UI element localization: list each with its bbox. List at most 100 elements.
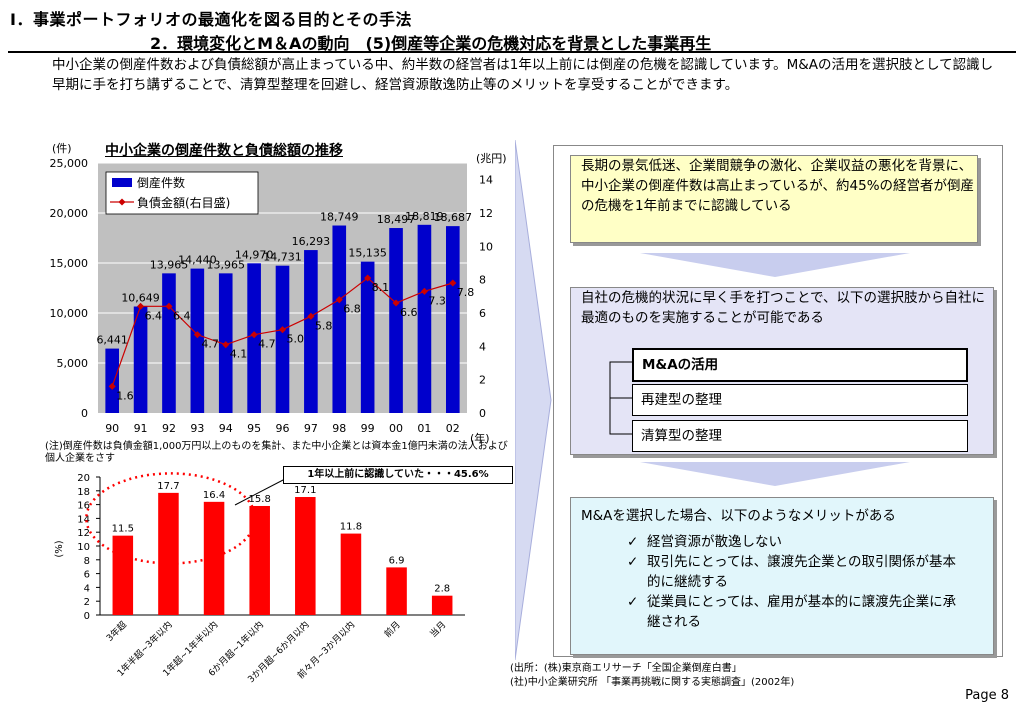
- y-right-tick: 12: [479, 207, 493, 220]
- line-label: 5.8: [315, 319, 333, 332]
- line-point: [307, 312, 315, 320]
- bar: [389, 228, 403, 413]
- awareness-callout: 1年以上前に認識していた・・・45.6%: [283, 466, 513, 484]
- bar: [275, 265, 290, 413]
- x-tick-label: 91: [134, 422, 148, 435]
- bar-label: 18,749: [320, 211, 359, 224]
- y-tick: 10: [77, 542, 90, 553]
- y-right-tick: 8: [479, 274, 486, 287]
- flow-panel: [553, 145, 1003, 657]
- legend-bar-swatch: [112, 178, 132, 187]
- merit-item: ✓ 取引先にとっては、譲渡先企業との取引関係が基本的に継続する: [627, 554, 957, 590]
- bar-label: 2.8: [434, 584, 450, 595]
- y-left-tick: 15,000: [50, 257, 89, 270]
- callout-leader: [234, 478, 286, 506]
- bar-label: 17.1: [294, 485, 316, 496]
- line-point: [222, 341, 230, 349]
- bar-label: 16.4: [203, 490, 225, 501]
- x-tick-label: 98: [332, 422, 346, 435]
- bar-label: 18,819: [405, 210, 444, 223]
- y-right-tick: 4: [479, 340, 486, 353]
- line-label: 6.4: [145, 309, 163, 322]
- y-left-tick: 0: [81, 407, 88, 420]
- line-point: [420, 287, 428, 295]
- x-tick-label: 96: [276, 422, 290, 435]
- legend-bar-label: 倒産件数: [137, 175, 185, 190]
- line-label: 6.4: [173, 309, 191, 322]
- bar: [360, 261, 375, 413]
- legend-line-marker: [118, 198, 126, 206]
- y-right-tick: 0: [479, 407, 486, 420]
- section-title: Ⅰ．事業ポートフォリオの最適化を図る目的とその手法: [10, 10, 412, 29]
- bar-label: 11.5: [112, 524, 134, 535]
- x-tick-label: 02: [446, 422, 460, 435]
- line-point: [193, 331, 201, 339]
- bar: [445, 226, 460, 413]
- bar-label: 14,440: [178, 254, 217, 267]
- y-tick: 6: [84, 570, 90, 581]
- line-point: [392, 299, 400, 307]
- options-bracket: [609, 361, 634, 435]
- y-tick: 14: [77, 514, 90, 525]
- bar-label: 13,965: [150, 258, 189, 271]
- x-tick-label: 3年超: [104, 619, 129, 644]
- bar: [431, 595, 453, 615]
- x-tick-label: 92: [162, 422, 176, 435]
- bar-label: 15,135: [348, 247, 387, 260]
- context-box: 長期の景気低迷、企業間競争の激化、企業収益の悪化を背景に、中小企業の倒産件数は高…: [570, 155, 978, 243]
- bar: [133, 306, 148, 413]
- bar: [386, 567, 407, 615]
- bar-label: 13,965: [206, 258, 245, 271]
- y-tick: 8: [84, 556, 90, 567]
- line-point: [137, 302, 145, 310]
- page-number: Page 8: [965, 688, 1009, 703]
- x-tick-label: 当月: [427, 619, 448, 640]
- chart1-title: 中小企業の倒産件数と負債総額の推移: [105, 143, 343, 159]
- merit-item: ✓ 経営資源が散逸しない: [627, 534, 782, 550]
- line-point: [165, 302, 173, 310]
- line-point: [335, 296, 343, 304]
- y-axis-label: (%): [54, 540, 65, 557]
- y-right-unit: (兆円): [476, 152, 507, 165]
- bar-label: 11.8: [340, 522, 362, 533]
- x-tick-label: 90: [105, 422, 119, 435]
- bar: [332, 225, 347, 413]
- y-right-tick: 6: [479, 307, 486, 320]
- y-tick: 20: [77, 473, 90, 484]
- source-note: (出所：(株)東京商エリサーチ「全国企業倒産白書」 (社)中小企業研究所 「事業…: [510, 663, 795, 688]
- x-tick-label: 01: [417, 422, 431, 435]
- check-icon: ✓: [627, 554, 639, 570]
- line-label: 6.8: [343, 303, 361, 316]
- bar: [105, 348, 120, 413]
- y-tick: 12: [77, 528, 90, 539]
- bar: [340, 533, 362, 615]
- bar-label: 6,441: [96, 334, 128, 347]
- bar-label: 14,970: [235, 248, 274, 261]
- line-point: [250, 331, 258, 339]
- x-tick-label: 95: [247, 422, 261, 435]
- line-label: 4.7: [258, 338, 276, 351]
- x-tick-label: 99: [361, 422, 375, 435]
- option-restructure: 再建型の整理: [632, 384, 968, 416]
- y-tick: 16: [77, 501, 90, 512]
- highlight-ellipse: [85, 472, 257, 565]
- x-tick-label: 97: [304, 422, 318, 435]
- x-tick-label: 前月: [381, 619, 402, 640]
- line-point: [449, 279, 457, 287]
- x-tick-label: 94: [219, 422, 233, 435]
- bar: [112, 535, 134, 615]
- bankruptcy-chart: 05,00010,00015,00020,00025,0000246810121…: [50, 142, 507, 445]
- bar-label: 10,649: [121, 292, 160, 305]
- y-tick: 0: [84, 611, 90, 622]
- context-text: 長期の景気低迷、企業間競争の激化、企業収益の悪化を背景に、中小企業の倒産件数は高…: [581, 158, 975, 214]
- subsection-title: 2．環境変化とM＆Aの動向 (5)倒産等企業の危機対応を背景とした事業再生: [150, 34, 712, 53]
- option-ma: M&Aの活用: [632, 348, 968, 382]
- y-tick: 18: [77, 487, 90, 498]
- x-tick-label: 93: [190, 422, 204, 435]
- merits-box: M&Aを選択した場合、以下のようなメリットがある ✓ 経営資源が散逸しない ✓ 取引…: [570, 497, 994, 655]
- bar-label: 15.8: [249, 494, 271, 505]
- bar-label: 18,497: [377, 213, 416, 226]
- bar: [304, 250, 318, 413]
- bar-label: 14,731: [263, 251, 302, 264]
- bar: [249, 505, 270, 615]
